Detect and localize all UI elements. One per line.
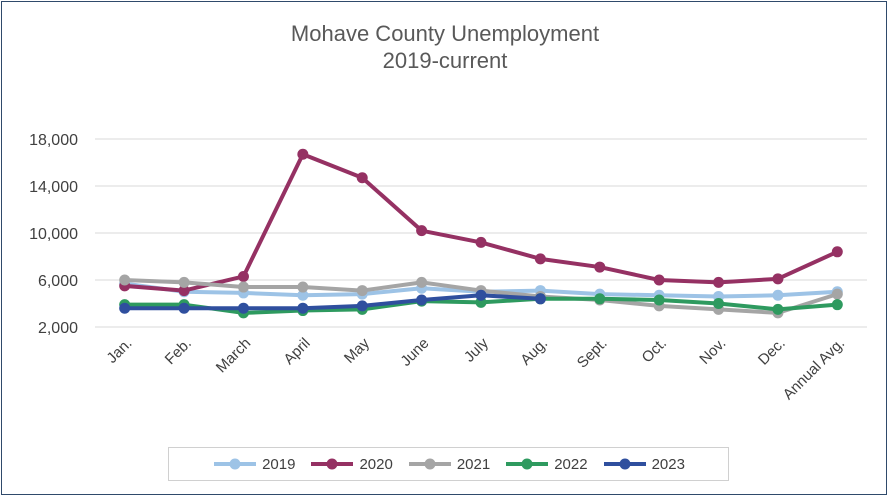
x-tick-label: June — [397, 335, 432, 370]
chart-title-block: Mohave County Unemployment 2019-current — [0, 20, 890, 74]
data-point-2020 — [475, 236, 487, 248]
data-point-2021 — [297, 281, 309, 293]
data-point-2022 — [831, 299, 843, 311]
data-point-2023 — [297, 302, 309, 314]
legend-label: 2023 — [651, 455, 685, 473]
legend-swatch — [603, 458, 646, 470]
data-point-2023 — [237, 302, 249, 314]
legend-label: 2019 — [262, 455, 296, 473]
data-point-2021 — [119, 274, 131, 286]
x-tick-label: April — [280, 335, 313, 368]
legend-swatch — [214, 458, 257, 470]
data-point-2023 — [356, 300, 368, 312]
chart-title: Mohave County Unemployment — [290, 21, 600, 46]
data-point-2023 — [534, 293, 546, 305]
data-point-2022 — [772, 303, 784, 315]
y-tick-label: 14,000 — [29, 179, 78, 196]
legend-swatch — [408, 458, 451, 470]
data-point-2020 — [594, 261, 606, 273]
data-point-2021 — [178, 276, 190, 288]
chart-legend: 2019 2020 2021 2022 2023 — [168, 447, 729, 481]
data-point-2021 — [237, 281, 249, 293]
data-point-2019 — [297, 289, 309, 301]
x-tick-label: Annual Avg. — [780, 335, 848, 403]
x-tick-label: Jan. — [103, 335, 135, 367]
series-line-2020 — [122, 152, 840, 293]
legend-item-2019: 2019 — [212, 456, 295, 473]
series-line-2023 — [122, 293, 543, 311]
legend-label: 2022 — [554, 455, 588, 473]
data-point-2020 — [178, 285, 190, 297]
data-point-2020 — [356, 172, 368, 184]
data-point-2020 — [831, 246, 843, 258]
x-tick-label: Nov. — [696, 335, 729, 368]
x-tick-label: Oct. — [639, 335, 670, 366]
x-tick-label: May — [341, 334, 373, 366]
y-tick-label: 6,000 — [38, 273, 78, 290]
y-tick-label: 10,000 — [29, 226, 78, 243]
x-tick-label: Sept. — [574, 335, 611, 372]
chart-subtitle: 2019-current — [382, 48, 508, 73]
data-point-2021 — [356, 285, 368, 297]
legend-label: 2021 — [456, 455, 491, 473]
data-point-2022 — [653, 294, 665, 306]
data-point-2021 — [831, 288, 843, 300]
data-point-2020 — [534, 253, 546, 265]
x-tick-label: July — [461, 334, 492, 365]
data-point-2022 — [594, 293, 606, 305]
data-point-2022 — [713, 298, 725, 309]
data-point-2020 — [237, 270, 249, 282]
data-point-2023 — [119, 302, 131, 314]
legend-item-2021: 2021 — [407, 456, 490, 473]
y-tick-label: 2,000 — [38, 320, 78, 337]
legend-item-2020: 2020 — [309, 455, 393, 473]
data-point-2023 — [416, 294, 428, 306]
y-tick-label: 18,000 — [29, 132, 78, 149]
legend-swatch — [311, 458, 354, 470]
legend-label: 2020 — [359, 455, 393, 473]
x-tick-label: Dec. — [755, 335, 789, 369]
x-tick-label: March — [213, 335, 254, 376]
x-tick-label: Feb. — [162, 335, 195, 368]
data-point-2020 — [772, 273, 784, 285]
legend-item-2022: 2022 — [504, 455, 588, 473]
data-point-2020 — [653, 274, 665, 286]
data-point-2023 — [178, 302, 190, 314]
data-point-2020 — [713, 276, 725, 288]
data-point-2020 — [297, 148, 309, 160]
data-point-2019 — [772, 289, 784, 301]
legend-swatch — [506, 458, 549, 470]
data-point-2020 — [416, 225, 428, 237]
x-tick-label: Aug. — [517, 335, 551, 369]
data-point-2023 — [475, 289, 487, 301]
data-point-2021 — [416, 276, 428, 288]
legend-item-2023: 2023 — [602, 456, 685, 473]
